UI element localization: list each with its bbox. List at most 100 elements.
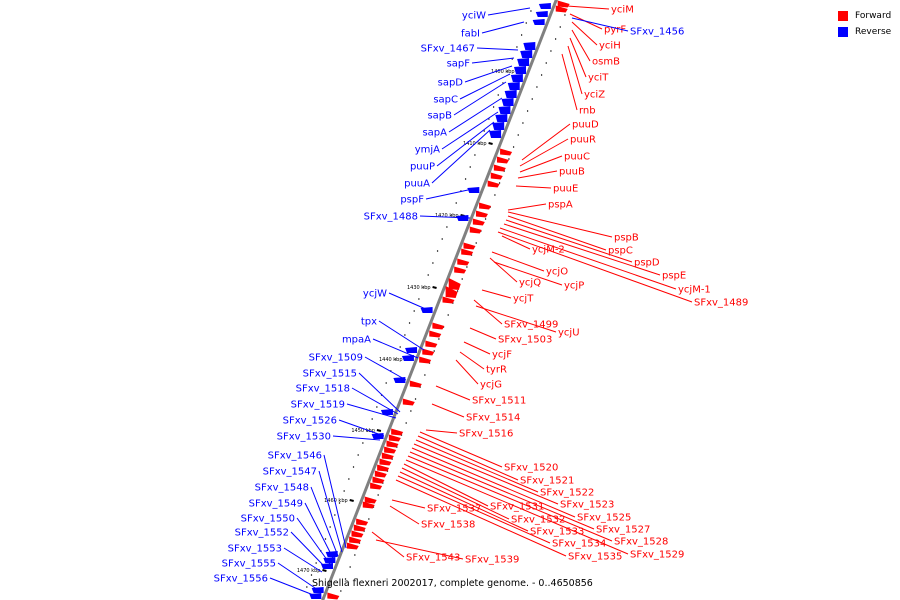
forward-leader-line (417, 435, 519, 481)
gene-label-ycjw: ycjW (363, 289, 387, 300)
minor-tick-left (525, 22, 527, 24)
minor-tick-left (427, 274, 429, 276)
gene-label-pspd: pspD (634, 258, 660, 269)
reverse-gene-arrow (380, 409, 393, 415)
reverse-leader-line (283, 547, 323, 573)
gene-label-puur: puuR (570, 135, 596, 146)
minor-tick-left (464, 178, 467, 180)
forward-gene-arrow (349, 536, 362, 544)
minor-tick-left (310, 574, 313, 576)
forward-gene-arrow (493, 164, 506, 172)
minor-tick-right (428, 362, 431, 364)
minor-tick-right (340, 590, 342, 592)
tick-mark (432, 286, 437, 289)
forward-leader-line (371, 531, 405, 558)
gene-label-sfxv_1549: SFxv_1549 (249, 499, 303, 510)
forward-gene-arrow (461, 248, 474, 256)
minor-tick-right (438, 338, 440, 340)
forward-leader-line (507, 203, 547, 211)
reverse-leader-line (453, 81, 507, 116)
forward-leader-line (407, 455, 613, 542)
gene-label-sfxv_1521: SFxv_1521 (520, 476, 574, 487)
forward-gene-arrow (377, 464, 390, 472)
forward-gene-arrow (448, 278, 461, 290)
minor-tick-left (422, 286, 425, 288)
tick-label: 1460 kbp (324, 498, 348, 504)
reverse-gene-arrow (498, 106, 511, 114)
reverse-gene-arrow (517, 58, 530, 66)
forward-gene-arrow (356, 518, 369, 526)
gene-label-puud: puuD (572, 120, 599, 131)
minor-tick-left (315, 562, 317, 564)
reverse-leader-line (448, 97, 503, 133)
genome-backbone (321, 0, 558, 600)
legend-forward: Forward (838, 8, 898, 24)
forward-leader-line (473, 299, 503, 325)
gene-label-sfxv_1547: SFxv_1547 (263, 467, 317, 478)
forward-leader-line (399, 471, 529, 532)
minor-tick-right (461, 278, 463, 280)
minor-tick-left (338, 502, 341, 504)
forward-leader-line (517, 170, 558, 179)
forward-gene-arrow (388, 434, 401, 442)
minor-tick-right (344, 578, 347, 580)
forward-gene-arrow (351, 530, 364, 538)
reverse-leader-line (358, 372, 401, 413)
reverse-leader-line (364, 356, 407, 381)
gene-label-sfxv_1522: SFxv_1522 (540, 488, 594, 499)
forward-leader-line (491, 251, 545, 272)
minor-tick-left (343, 490, 345, 492)
gene-label-sfxv_1548: SFxv_1548 (255, 483, 309, 494)
gene-label-tyrr: tyrR (486, 365, 507, 376)
gene-label-sapf: sapF (447, 59, 471, 70)
tick-mark (488, 142, 493, 145)
gene-label-ycit: yciT (588, 73, 609, 84)
forward-leader-line (397, 475, 551, 544)
minor-tick-left (362, 442, 364, 444)
gene-label-ycim: yciM (611, 5, 634, 16)
gene-label-sfxv_1488: SFxv_1488 (364, 212, 418, 223)
minor-tick-right (526, 110, 529, 112)
minor-tick-right (559, 26, 561, 28)
forward-leader-line (499, 227, 677, 290)
forward-gene-arrow (500, 148, 513, 156)
legend-reverse: Reverse (838, 24, 898, 40)
minor-tick-right (424, 374, 426, 376)
minor-tick-right (550, 50, 552, 52)
forward-leader-line (567, 45, 583, 95)
minor-tick-left (441, 238, 443, 240)
minor-tick-left (455, 202, 457, 204)
minor-tick-right (391, 458, 393, 460)
minor-tick-left (436, 250, 439, 252)
reverse-gene-arrow (321, 563, 334, 569)
gene-label-sfxv_1514: SFxv_1514 (466, 413, 520, 424)
gene-label-sfxv_1532: SFxv_1532 (511, 515, 565, 526)
reverse-gene-arrow (492, 122, 505, 130)
legend-reverse-label: Reverse (855, 27, 892, 37)
gene-label-sfxv_1555: SFxv_1555 (222, 559, 276, 570)
reverse-leader-line (318, 470, 343, 553)
forward-gene-arrow (479, 202, 492, 210)
gene-label-sfxv_1526: SFxv_1526 (283, 416, 337, 427)
minor-tick-right (363, 530, 365, 532)
minor-tick-left (474, 154, 476, 156)
reverse-gene-arrow (501, 98, 514, 106)
gene-label-sfxv_1550: SFxv_1550 (241, 514, 295, 525)
gene-label-ycjq: ycjQ (519, 278, 541, 289)
forward-gene-arrow (364, 496, 377, 504)
forward-leader-line (481, 289, 512, 299)
reverse-gene-arrow (523, 42, 536, 50)
minor-tick-right (498, 182, 501, 184)
reverse-leader-line (310, 486, 339, 557)
forward-leader-line (519, 138, 569, 167)
reverse-leader-line (338, 419, 385, 437)
tick-label: 1420 kbp (435, 213, 459, 219)
forward-leader-line (489, 257, 518, 283)
reverse-leader-line (351, 387, 399, 415)
minor-tick-right (475, 242, 477, 244)
forward-leader-line (571, 29, 591, 62)
minor-tick-left (502, 82, 504, 84)
forward-leader-line (459, 351, 485, 370)
minor-tick-right (452, 302, 454, 304)
reverse-leader-line (425, 189, 469, 200)
